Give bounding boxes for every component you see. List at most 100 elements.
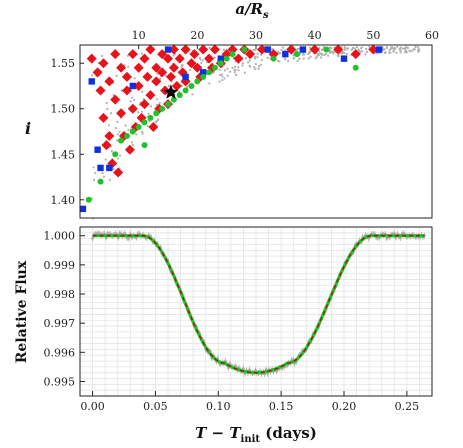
top-y-tick-label: 1.45 xyxy=(51,148,76,161)
green-circle-point xyxy=(112,151,119,158)
blue-square-point xyxy=(88,78,95,85)
gray-sample-point xyxy=(364,53,367,56)
gray-sample-point xyxy=(406,46,410,50)
red-diamond-point xyxy=(145,44,156,55)
gray-sample-point xyxy=(365,50,369,53)
data-point xyxy=(234,364,238,368)
gray-sample-point xyxy=(115,74,118,77)
red-diamond-point xyxy=(333,44,344,55)
red-diamond-point xyxy=(98,58,109,69)
gray-sample-point xyxy=(257,67,260,70)
gray-sample-point xyxy=(233,71,236,74)
red-diamond-point xyxy=(168,62,179,73)
gray-sample-point xyxy=(101,172,104,175)
red-diamond-point xyxy=(127,49,138,60)
top-y-tick-labels: 1.40 1.45 1.50 1.55 xyxy=(51,57,84,207)
gray-sample-point xyxy=(353,47,357,50)
gray-sample-point xyxy=(172,54,175,57)
green-circle-point xyxy=(188,82,195,89)
gray-sample-point xyxy=(243,71,246,74)
red-diamond-point xyxy=(139,53,150,64)
top-y-tick-label: 1.50 xyxy=(51,103,76,116)
red-diamond-point xyxy=(86,53,97,64)
gray-sample-point xyxy=(92,178,96,181)
gray-sample-point xyxy=(199,58,202,61)
gray-sample-point xyxy=(241,64,244,67)
gray-sample-point xyxy=(164,74,167,77)
gray-sample-point xyxy=(385,46,388,49)
blue-square-point xyxy=(299,46,307,53)
red-diamond-point xyxy=(233,53,244,64)
gray-sample-point xyxy=(213,56,216,59)
gray-sample-point xyxy=(403,50,407,54)
bottom-x-tick-label: 0.10 xyxy=(206,400,231,413)
blue-square-point xyxy=(200,69,207,76)
gray-sample-point xyxy=(181,64,184,67)
green-circle-point xyxy=(223,55,230,62)
gray-sample-point xyxy=(286,60,290,63)
blue-square-point xyxy=(129,82,136,90)
gray-sample-point xyxy=(149,105,153,108)
gray-sample-point xyxy=(218,80,221,83)
gray-sample-point xyxy=(241,62,244,65)
bottom-x-tick-label: 0.00 xyxy=(80,400,105,413)
green-circle-point xyxy=(97,178,104,185)
gray-sample-point xyxy=(350,48,353,51)
gray-sample-point xyxy=(394,47,397,50)
green-circle-point xyxy=(200,73,207,80)
green-circle-point xyxy=(241,46,248,53)
top-y-tick-label: 1.40 xyxy=(51,194,76,207)
red-diamond-point xyxy=(116,108,127,119)
gray-sample-point xyxy=(115,139,119,142)
gray-sample-point xyxy=(140,52,143,55)
gray-sample-point xyxy=(223,69,227,72)
gray-sample-point xyxy=(92,166,95,169)
gray-sample-point xyxy=(392,50,395,53)
gray-sample-point xyxy=(135,133,138,136)
gray-sample-point xyxy=(413,48,416,51)
scatter-marks xyxy=(79,44,421,220)
gray-sample-point xyxy=(109,112,113,115)
red-diamond-point xyxy=(124,144,135,155)
gray-sample-point xyxy=(94,172,97,175)
gray-sample-point xyxy=(266,56,269,60)
gray-sample-point xyxy=(188,68,192,72)
top-y-tick-label: 1.55 xyxy=(51,57,76,70)
scatter-panel: a/Rs 10 20 30 40 50 60 i 1.40 1.45 1.50 1.55 xyxy=(25,0,439,220)
gray-sample-point xyxy=(154,121,158,124)
gray-sample-point xyxy=(140,110,143,113)
gray-sample-point xyxy=(399,51,402,54)
bottom-y-tick-label: 1.000 xyxy=(44,230,76,243)
top-x-tick-labels: 10 20 30 40 50 60 xyxy=(132,29,439,49)
gray-sample-point xyxy=(376,52,379,55)
gray-sample-point xyxy=(343,46,347,49)
gray-sample-point xyxy=(130,96,134,99)
top-x-tick-label: 10 xyxy=(132,29,146,42)
gray-sample-point xyxy=(416,45,419,49)
gray-sample-point xyxy=(388,51,391,54)
gray-sample-point xyxy=(254,67,257,71)
red-diamond-point xyxy=(121,71,132,82)
data-point xyxy=(385,237,389,240)
bottom-x-tick-labels: 0.00 0.05 0.10 0.15 0.20 0.25 xyxy=(80,391,419,413)
green-circle-point xyxy=(194,78,201,85)
red-diamond-point xyxy=(148,121,159,132)
gray-sample-point xyxy=(280,48,283,52)
gray-sample-point xyxy=(247,61,250,64)
gray-sample-point xyxy=(384,50,387,54)
green-circle-point xyxy=(323,46,330,53)
gray-sample-point xyxy=(355,45,359,49)
gray-sample-point xyxy=(116,120,119,123)
gray-sample-point xyxy=(342,51,346,55)
gray-sample-point xyxy=(332,52,335,55)
top-plot-frame xyxy=(79,44,433,219)
gray-sample-point xyxy=(257,65,260,68)
gray-sample-point xyxy=(156,73,159,76)
gray-sample-point xyxy=(319,52,322,55)
green-circle-point xyxy=(211,64,218,71)
red-diamond-point xyxy=(165,71,176,82)
gray-sample-point xyxy=(307,57,310,60)
gray-sample-point xyxy=(218,68,221,71)
red-diamond-point xyxy=(174,53,185,64)
